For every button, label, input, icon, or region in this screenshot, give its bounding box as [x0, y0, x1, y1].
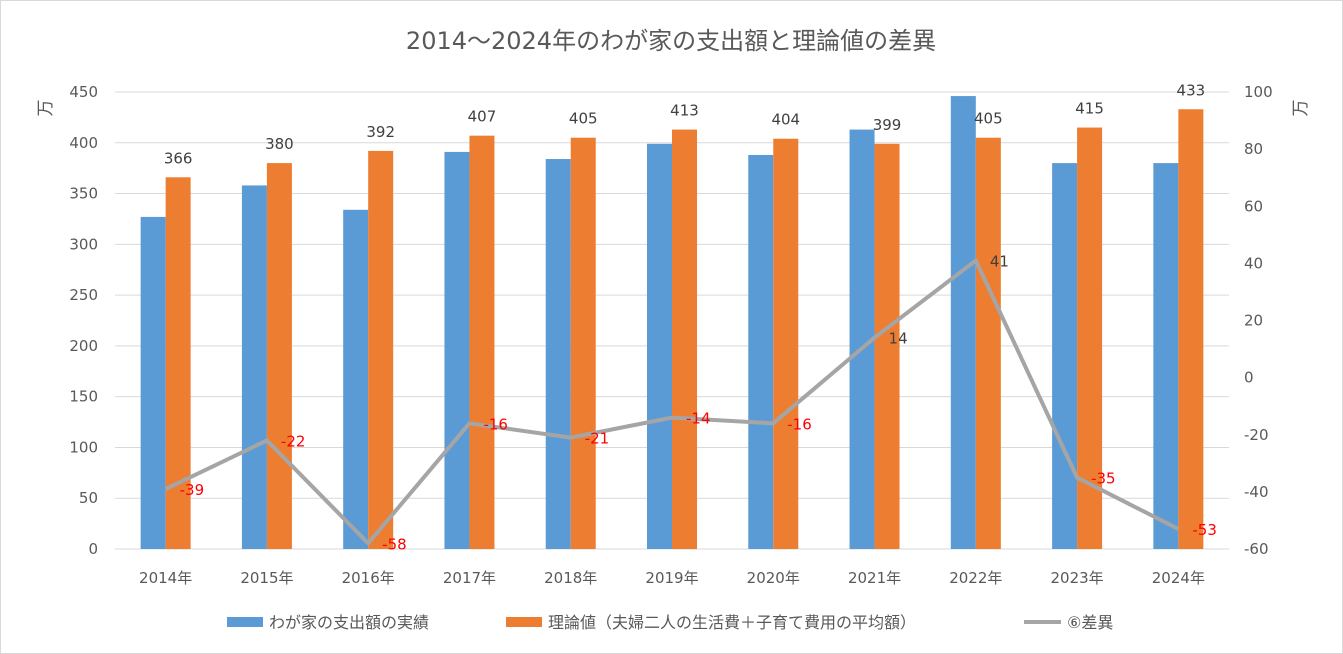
left-tick-label: 450 — [69, 83, 98, 101]
left-tick-label: 50 — [79, 489, 98, 507]
line-difference — [164, 258, 1180, 546]
bar-theory — [1178, 109, 1204, 550]
line-series — [164, 258, 1180, 546]
line-difference-label: -16 — [483, 415, 508, 433]
line-difference-label: -35 — [1091, 470, 1116, 488]
bar-theory-label: 433 — [1177, 81, 1206, 99]
x-tick-label: 2017年 — [443, 569, 496, 587]
bar-actual — [950, 96, 976, 549]
legend-swatch-theory — [506, 617, 542, 627]
data-labels: 366 380 392 407 405 413 404 399 405 415 433 -39 -22 -… — [164, 81, 1217, 553]
bar-actual — [545, 159, 571, 549]
x-tick-label: 2018年 — [544, 569, 597, 587]
bar-actual — [241, 185, 267, 550]
right-tick-label: -20 — [1244, 426, 1269, 444]
bar-theory — [368, 150, 394, 549]
line-difference-label: -39 — [180, 481, 205, 499]
bar-actual — [343, 209, 369, 549]
bar-actual — [647, 143, 672, 549]
bar-theory-label: 405 — [569, 110, 598, 128]
bar-theory-label: 392 — [366, 123, 395, 141]
x-tick-label: 2021年 — [848, 569, 901, 587]
right-tick-label: -40 — [1244, 483, 1269, 501]
bar-theory-label: 366 — [164, 149, 193, 167]
right-tick-label: 0 — [1244, 369, 1254, 387]
left-axis-unit: 万 — [36, 100, 56, 117]
legend-label-actual: わが家の支出額の実績 — [269, 613, 429, 632]
bar-theory-label: 413 — [670, 102, 699, 120]
line-difference-label: -16 — [787, 415, 812, 433]
bar-theory — [672, 129, 697, 549]
x-tick-label: 2016年 — [342, 569, 395, 587]
line-difference-label: -14 — [686, 410, 711, 428]
line-difference-label: -21 — [585, 430, 610, 448]
right-tick-label: -60 — [1244, 540, 1269, 558]
bar-theory — [570, 137, 596, 549]
bar-actual — [1153, 163, 1179, 550]
x-tick-label: 2015年 — [240, 569, 293, 587]
left-tick-label: 150 — [69, 388, 98, 406]
right-axis-ticks: -60 -40 -20 0 20 40 60 80 100 — [1244, 83, 1273, 558]
bar-theory-label: 407 — [468, 108, 497, 126]
bar-actual — [444, 151, 470, 549]
left-tick-label: 350 — [69, 185, 98, 203]
bar-actual — [748, 154, 774, 549]
line-difference-label: -53 — [1192, 521, 1217, 539]
legend-label-theory: 理論値（夫婦二人の生活費＋子育て費用の平均額） — [548, 613, 916, 632]
bar-actual — [1052, 163, 1078, 550]
right-tick-label: 40 — [1244, 254, 1263, 272]
left-tick-label: 100 — [69, 438, 98, 456]
bar-theory — [773, 138, 799, 549]
line-difference-label: 41 — [990, 253, 1009, 271]
right-tick-label: 60 — [1244, 197, 1263, 215]
x-tick-label: 2019年 — [645, 569, 698, 587]
bar-theory-label: 405 — [974, 110, 1003, 128]
x-tick-label: 2020年 — [747, 569, 800, 587]
x-tick-label: 2024年 — [1152, 569, 1205, 587]
line-difference-label: -22 — [281, 432, 306, 450]
x-tick-label: 2022年 — [949, 569, 1002, 587]
line-difference-label: -58 — [382, 535, 407, 553]
right-tick-label: 20 — [1244, 312, 1263, 330]
bar-theory-label: 415 — [1075, 100, 1104, 118]
left-tick-label: 300 — [69, 235, 98, 253]
right-axis-unit: 万 — [1291, 100, 1311, 117]
bar-actual — [140, 216, 166, 549]
x-tick-label: 2023年 — [1050, 569, 1103, 587]
legend: わが家の支出額の実績 理論値（夫婦二人の生活費＋子育て費用の平均額） ⑥差異 — [227, 613, 1113, 632]
legend-swatch-actual — [227, 617, 263, 627]
bar-theory — [975, 137, 1001, 549]
left-tick-label: 0 — [88, 540, 98, 558]
bar-theory-label: 404 — [771, 111, 800, 129]
bar-theory-label: 380 — [265, 135, 294, 153]
right-tick-label: 80 — [1244, 140, 1263, 158]
x-tick-label: 2014年 — [139, 569, 192, 587]
line-difference-label: 14 — [889, 330, 908, 348]
bar-theory — [469, 135, 495, 549]
x-axis-ticks: 2014年 2015年 2016年 2017年 2018年 2019年 2020年 2021年… — [139, 569, 1205, 587]
legend-label-difference: ⑥差異 — [1067, 613, 1113, 632]
bar-series — [140, 96, 1204, 550]
bar-theory — [874, 143, 900, 549]
chart-title: 2014～2024年のわが家の支出額と理論値の差異 — [406, 27, 936, 55]
right-tick-label: 100 — [1244, 83, 1273, 101]
bar-theory-label: 399 — [873, 116, 902, 134]
left-tick-label: 200 — [69, 337, 98, 355]
bar-theory — [266, 163, 292, 550]
left-tick-label: 400 — [69, 134, 98, 152]
left-axis-ticks: 0 50 100 150 200 250 300 350 400 450 — [69, 83, 98, 558]
left-tick-label: 250 — [69, 286, 98, 304]
